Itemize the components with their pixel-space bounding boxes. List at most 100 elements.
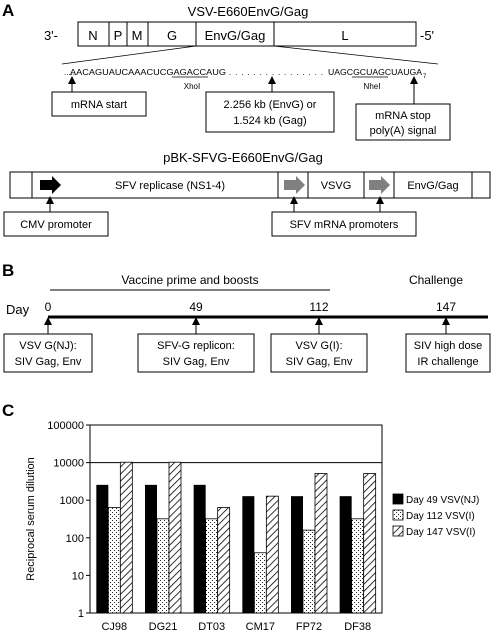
seq-left: AACAGUAUCAAACUCGAGACCAUG [70,68,226,77]
bar-dg21-series-1 [145,484,157,613]
callout-mrna-start-label: mRNA start [71,99,127,111]
genome-map: 3'- -5' N P M G EnvG/Gag L [44,21,439,65]
legend-entry: Day 49 VSV(NJ) [406,495,479,506]
callout-sfv-label: SFV mRNA promoters [290,219,399,231]
callout-insert-line2: 1.524 kb (Gag) [233,115,306,127]
replicon-seg-replicase: SFV replicase (NS1-4) [115,180,225,192]
seq-lead-dots: ..... [64,68,75,77]
callout-insert-line1: 2.256 kb (EnvG) or [224,99,317,111]
callout-sfv-promoters [271,211,417,237]
bar-dt03-series-2 [205,518,219,614]
timepoint-day: 112 [309,300,328,314]
gene-p: P [114,28,123,43]
x-tick-label: CM17 [246,621,275,633]
timepoint-line2: SIV Gag, Env [163,356,230,368]
bar-fp72-series-2 [302,529,316,614]
prime-boost-label: Vaccine prime and boosts [121,273,258,287]
y-axis-title: Reciprocal serum dilution [25,457,37,581]
replicon-seg-envg-gag: EnvG/Gag [407,180,458,192]
x-tick-label: DG21 [149,621,178,633]
bar-df38-series-1 [339,496,352,613]
genome-title: VSV-E660EnvG/Gag [188,4,309,19]
timepoint-line1: SIV high dose [414,340,483,352]
replicon-outline [9,171,491,199]
bar-df38-series-2 [351,518,365,614]
legend-swatch [392,493,404,505]
x-tick-label: DF38 [344,621,371,633]
callout-mrna-stop [355,103,451,141]
timepoint-line2: SIV Gag, Env [286,356,353,368]
site-nhei: NheI [364,82,381,91]
gene-g: G [167,28,177,43]
titer-bar-chart: 1 10 100 1000 10000 100000 Reciprocal serum di… [25,420,479,633]
timepoint-day-112: 112 VSV G(I): SIV Gag, Env [270,300,368,373]
legend-entry: Day 112 VSV(I) [406,511,475,522]
panel-b: B Vaccine prime and boosts Challenge Day… [2,261,491,373]
legend-swatch [392,525,404,537]
panel-a-letter: A [2,1,14,20]
x-tick-label: CJ98 [101,621,127,633]
callout-mrna-start [51,91,147,117]
gene-envg-gag: EnvG/Gag [205,28,266,43]
bar-dg21-series-3 [168,461,182,614]
panel-b-letter: B [2,261,14,280]
gene-m: M [132,28,143,43]
timepoint-box [405,333,491,373]
bar-cm17-series-2 [253,552,267,614]
bar-cm17-series-1 [242,496,255,613]
timepoint-day-147: 147 SIV high dose IR challenge [405,300,491,373]
callout-stop-line1: mRNA stop [375,110,431,122]
timepoint-box [3,333,93,373]
timepoint-day: 147 [436,300,456,314]
bar-dt03-series-1 [193,484,206,613]
sfv-promoter-arrow-icon [284,176,305,194]
y-tick-label: 100000 [47,420,84,432]
genome-end-3prime: 3'- [44,28,58,43]
bar-fp72-series-3 [314,473,328,614]
panel-c: C 1 10 100 1000 10000 100000 Reciprocal serum … [2,401,479,633]
bar-cj98-series-1 [96,484,109,613]
timepoint-line1: SFV-G replicon: [157,340,235,352]
timepoint-line2: SIV Gag, Env [15,356,82,368]
timepoint-line1: VSV G(NJ): [19,340,76,352]
replicon-title: pBK-SFVG-E660EnvG/Gag [163,150,323,165]
y-tick-label: 10 [72,570,84,582]
y-tick-label: 10000 [53,458,84,470]
legend-swatch [392,509,404,521]
seq-right: UAGCGCUAGCUAUGA [328,68,423,77]
callout-stop-line2: poly(A) signal [370,125,437,137]
day-label: Day [6,302,30,317]
panel-a: A VSV-E660EnvG/Gag 3'- -5' N P M G EnvG/… [2,1,491,237]
callout-cmv-label: CMV promoter [20,219,92,231]
timepoint-line2: IR challenge [417,356,478,368]
y-tick-label: 100 [66,533,84,545]
seq-dots: ................ [229,68,323,77]
bar-fp72-series-1 [291,496,303,613]
callout-cmv-promoter [3,211,109,237]
timepoint-box [270,333,368,373]
legend-entry: Day 147 VSV(I) [406,527,475,538]
panel-c-letter: C [2,401,14,420]
x-tick-label: FP72 [296,621,322,633]
bar-cj98-series-2 [107,507,121,614]
timepoint-day: 0 [45,300,52,314]
seq-tail: 7 [423,74,427,80]
replicon-map: SFV replicase (NS1-4) VSVG EnvG/Gag [9,171,491,199]
timepoint-box [137,333,255,373]
bar-dt03-series-3 [217,507,231,614]
timepoint-day-0: 0 VSV G(NJ): SIV Gag, Env [3,300,93,373]
challenge-label: Challenge [409,273,463,287]
callout-insert-size [205,91,335,133]
gene-l: L [341,28,348,43]
timepoint-day: 49 [189,300,203,314]
bar-dg21-series-2 [156,518,170,614]
timepoint-line1: VSV G(I): [295,340,342,352]
genome-outline [77,21,417,47]
genome-end-5prime: -5' [420,28,434,43]
y-tick-label: 1 [78,608,84,620]
cmv-promoter-arrow-icon [40,176,61,194]
replicon-seg-vsvg: VSVG [321,180,352,192]
bar-cm17-series-3 [265,495,279,614]
timepoint-day-49: 49 SFV-G replicon: SIV Gag, Env [137,300,255,373]
